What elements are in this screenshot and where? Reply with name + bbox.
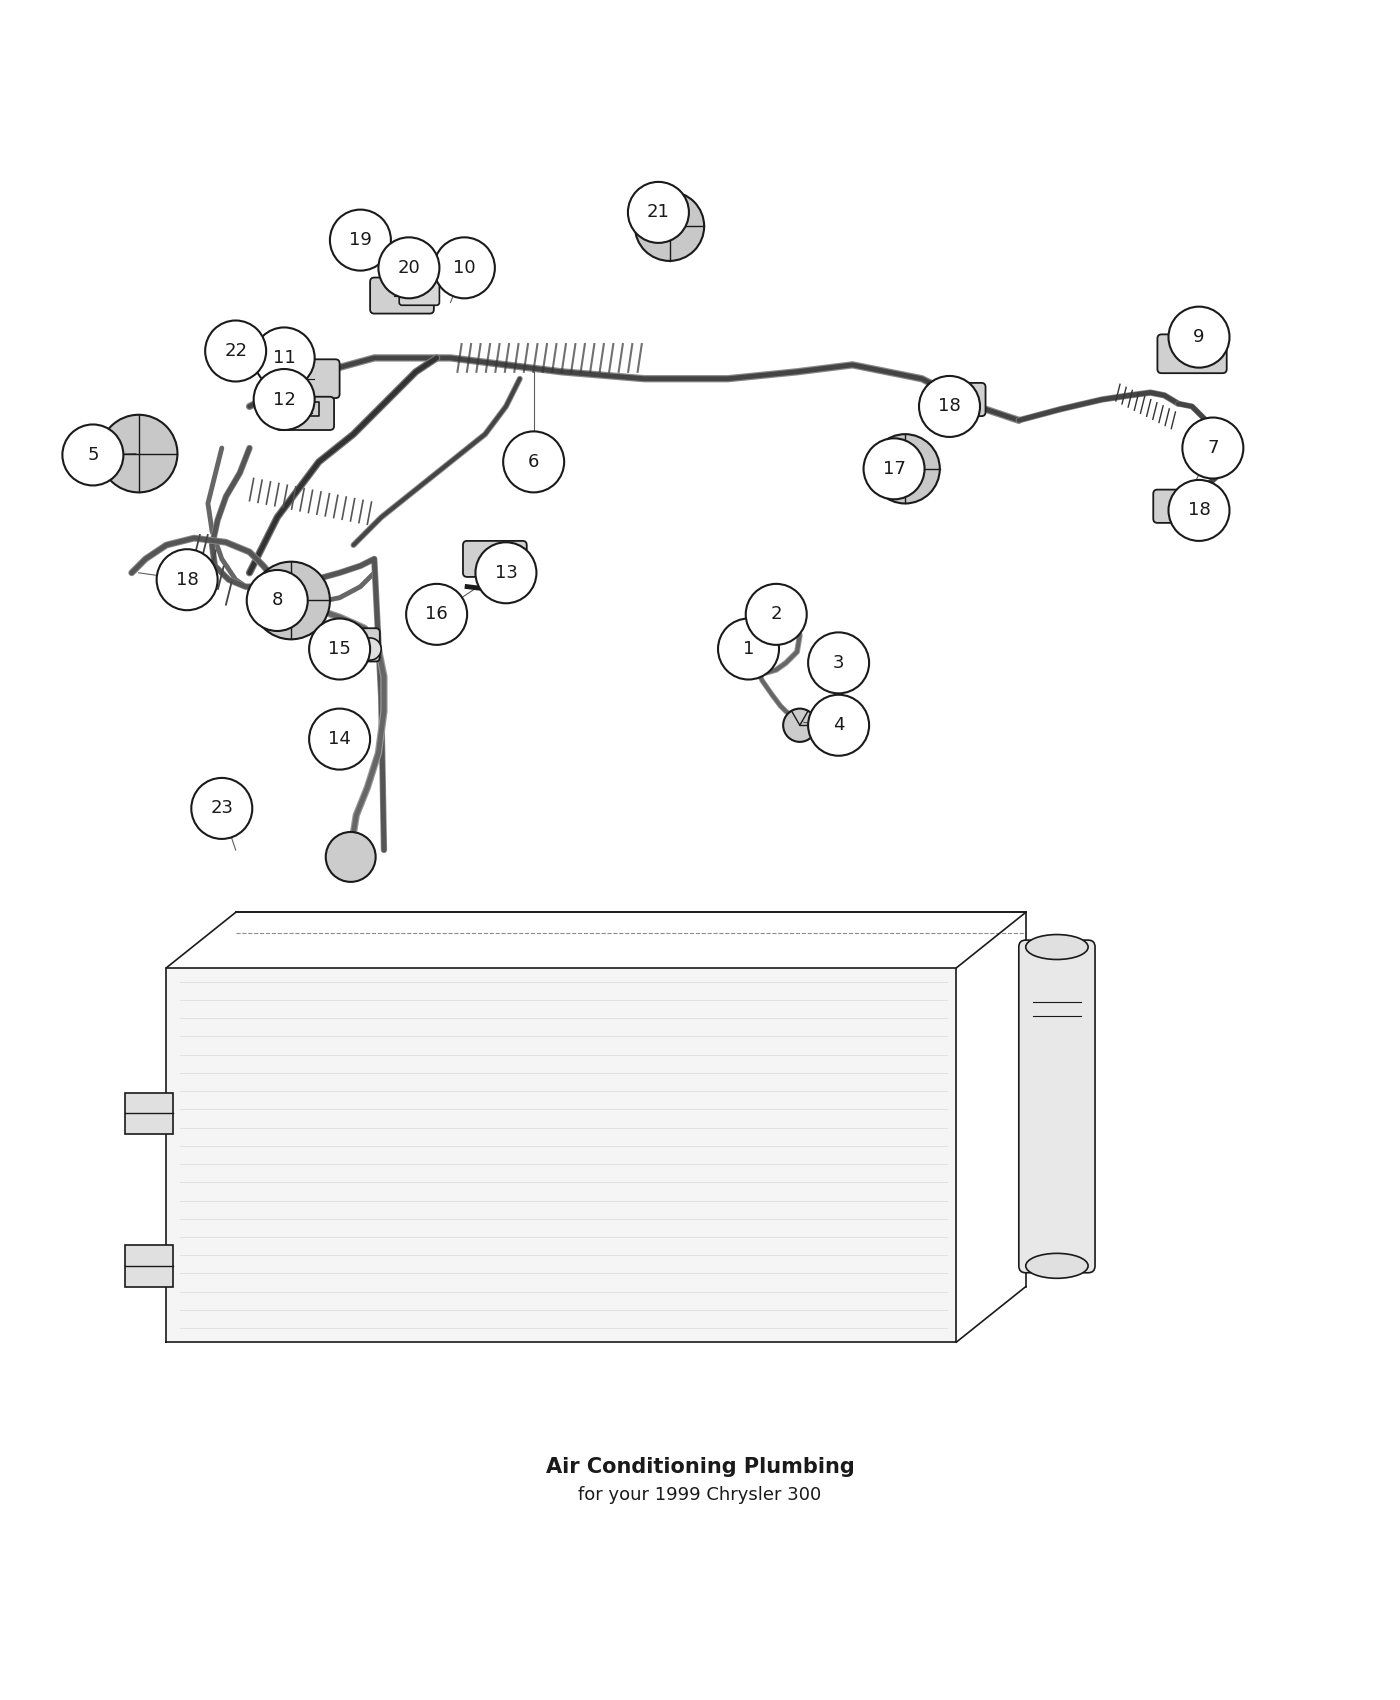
Circle shape: [330, 209, 391, 270]
Text: 12: 12: [273, 391, 295, 408]
Circle shape: [864, 439, 924, 500]
Circle shape: [192, 779, 252, 838]
Text: 23: 23: [210, 799, 234, 818]
Circle shape: [1204, 345, 1221, 362]
Circle shape: [476, 542, 536, 603]
Circle shape: [358, 638, 381, 660]
Circle shape: [157, 549, 217, 610]
Text: 6: 6: [528, 452, 539, 471]
Text: 16: 16: [426, 605, 448, 624]
Text: 1: 1: [743, 639, 755, 658]
Text: Air Conditioning Plumbing: Air Conditioning Plumbing: [546, 1457, 854, 1477]
FancyBboxPatch shape: [125, 1244, 174, 1287]
FancyBboxPatch shape: [399, 272, 440, 306]
Text: 4: 4: [833, 716, 844, 734]
Circle shape: [326, 831, 375, 882]
Circle shape: [634, 192, 704, 260]
Circle shape: [253, 328, 315, 388]
Text: for your 1999 Chrysler 300: for your 1999 Chrysler 300: [578, 1486, 822, 1503]
Circle shape: [406, 583, 468, 644]
Text: 2: 2: [770, 605, 783, 624]
Text: 3: 3: [833, 654, 844, 672]
FancyBboxPatch shape: [125, 1093, 174, 1134]
Circle shape: [1175, 498, 1190, 515]
Ellipse shape: [1026, 935, 1088, 959]
Circle shape: [871, 434, 939, 503]
Text: 5: 5: [87, 445, 98, 464]
Circle shape: [808, 632, 869, 694]
Circle shape: [918, 376, 980, 437]
Circle shape: [206, 321, 266, 381]
Circle shape: [783, 709, 816, 741]
Circle shape: [1169, 306, 1229, 367]
Circle shape: [718, 619, 778, 680]
Text: 9: 9: [1193, 328, 1205, 347]
Text: 8: 8: [272, 592, 283, 610]
FancyBboxPatch shape: [463, 541, 526, 576]
Ellipse shape: [1026, 1253, 1088, 1278]
Circle shape: [746, 583, 806, 644]
Text: 11: 11: [273, 348, 295, 367]
Circle shape: [309, 619, 370, 680]
Circle shape: [253, 369, 315, 430]
Circle shape: [309, 709, 370, 770]
Text: 20: 20: [398, 258, 420, 277]
FancyBboxPatch shape: [276, 396, 335, 430]
Circle shape: [252, 561, 330, 639]
FancyBboxPatch shape: [322, 629, 379, 661]
Circle shape: [63, 425, 123, 486]
Text: 10: 10: [454, 258, 476, 277]
Text: 18: 18: [1187, 502, 1211, 520]
Circle shape: [629, 182, 689, 243]
Text: 13: 13: [494, 564, 518, 581]
Text: 14: 14: [328, 729, 351, 748]
FancyBboxPatch shape: [1158, 335, 1226, 374]
Circle shape: [434, 238, 494, 298]
Circle shape: [246, 570, 308, 631]
FancyBboxPatch shape: [370, 277, 434, 313]
Circle shape: [99, 415, 178, 493]
Circle shape: [378, 238, 440, 298]
Text: 15: 15: [328, 639, 351, 658]
FancyBboxPatch shape: [927, 382, 986, 416]
Text: 19: 19: [349, 231, 372, 250]
Circle shape: [1169, 479, 1229, 541]
Text: 21: 21: [647, 204, 669, 221]
Text: 22: 22: [224, 342, 248, 360]
Circle shape: [503, 432, 564, 493]
Text: 18: 18: [938, 398, 960, 415]
FancyBboxPatch shape: [1154, 490, 1211, 524]
Circle shape: [808, 695, 869, 756]
Text: 7: 7: [1207, 439, 1218, 457]
FancyBboxPatch shape: [1019, 940, 1095, 1273]
Text: 18: 18: [176, 571, 199, 588]
Circle shape: [1183, 418, 1243, 478]
FancyBboxPatch shape: [270, 359, 340, 398]
Text: 17: 17: [882, 459, 906, 478]
Polygon shape: [167, 967, 956, 1341]
